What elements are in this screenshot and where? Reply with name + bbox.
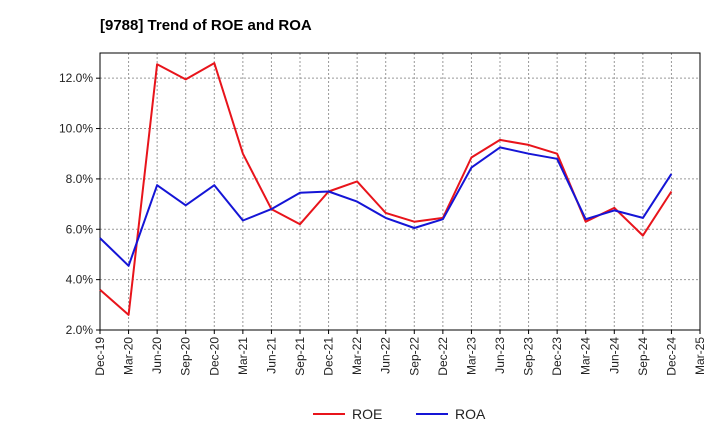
legend-label-roa: ROA — [455, 406, 486, 422]
y-tick-label: 6.0% — [66, 222, 94, 236]
x-tick-label: Mar-21 — [236, 337, 250, 375]
y-axis: 2.0% 4.0% 6.0% 8.0% 10.0% 12.0% — [59, 71, 100, 337]
series-layer — [99, 62, 673, 316]
chart-title: [9788] Trend of ROE and ROA — [100, 17, 312, 34]
legend-label-roe: ROE — [352, 406, 382, 422]
plot-area — [99, 52, 701, 331]
x-tick-label: Mar-25 — [693, 337, 707, 375]
x-tick-label: Sep-23 — [522, 337, 536, 376]
x-tick-label: Dec-20 — [207, 337, 221, 376]
x-tick-label: Jun-20 — [150, 337, 164, 374]
x-tick-label: Sep-20 — [179, 337, 193, 376]
x-tick-label: Mar-22 — [350, 337, 364, 375]
x-tick-label: Dec-21 — [322, 337, 336, 376]
x-axis: Dec-19 Mar-20 Jun-20 Sep-20 Dec-20 Mar-21 Jun-… — [93, 330, 707, 376]
x-tick-label: Sep-21 — [293, 337, 307, 376]
x-tick-label: Mar-24 — [579, 337, 593, 375]
x-tick-label: Mar-20 — [122, 337, 136, 375]
x-tick-label: Dec-19 — [93, 337, 107, 376]
x-tick-label: Jun-21 — [264, 337, 278, 374]
x-tick-label: Dec-24 — [664, 337, 678, 376]
y-tick-label: 4.0% — [66, 273, 94, 287]
x-tick-label: Dec-22 — [436, 337, 450, 376]
y-tick-label: 12.0% — [59, 71, 93, 85]
y-tick-label: 10.0% — [59, 122, 93, 136]
y-tick-label: 2.0% — [66, 323, 94, 337]
grid-lines — [100, 53, 700, 331]
y-tick-label: 8.0% — [66, 172, 94, 186]
x-tick-label: Sep-24 — [636, 337, 650, 376]
x-tick-label: Jun-24 — [607, 337, 621, 374]
x-tick-label: Jun-23 — [493, 337, 507, 374]
x-tick-label: Dec-23 — [550, 337, 564, 376]
x-tick-label: Mar-23 — [464, 337, 478, 375]
legend: ROE ROA — [313, 406, 486, 422]
x-tick-label: Sep-22 — [407, 337, 421, 376]
x-tick-label: Jun-22 — [379, 337, 393, 374]
series-line-roa — [99, 146, 673, 267]
